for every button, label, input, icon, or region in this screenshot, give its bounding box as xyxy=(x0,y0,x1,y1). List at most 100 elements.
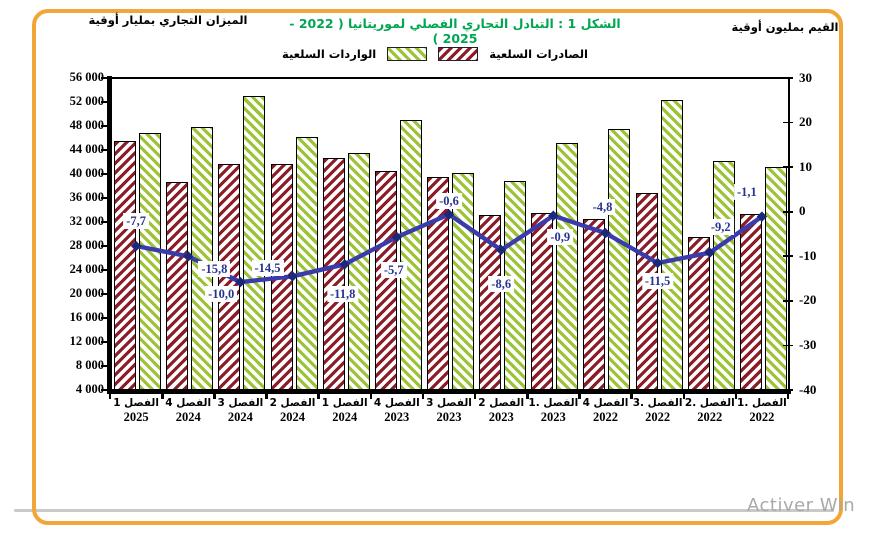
year-label: 2023 xyxy=(436,410,462,424)
balance-value-label: -8,6 xyxy=(488,276,515,292)
right-axis-tick xyxy=(783,300,793,302)
x-axis-tick xyxy=(578,392,581,399)
slide-drop-shadow xyxy=(14,509,834,512)
balance-value-label: -9,2 xyxy=(707,218,734,235)
right-axis-tick xyxy=(783,166,793,168)
quarter-label: الفصل 3 xyxy=(217,397,264,409)
left-axis-tick-label: 4 000 xyxy=(75,382,104,396)
left-axis-tick-label: 40 000 xyxy=(69,166,104,180)
windows-activation-watermark: Activer Win xyxy=(747,495,856,516)
right-axis-tick-label: 10 xyxy=(799,158,812,174)
x-axis-category-label: الفصل .2 2022 xyxy=(682,397,738,424)
left-axis-tick-label: 12 000 xyxy=(69,334,104,348)
year-label: 2023 xyxy=(488,410,514,424)
exports-bar xyxy=(583,219,606,390)
imports-swatch-icon xyxy=(387,47,428,61)
x-axis-tick xyxy=(213,392,216,399)
year-label: 2024 xyxy=(332,410,358,424)
quarter-label: الفصل .1 xyxy=(737,397,787,409)
left-axis-tick-label: 56 000 xyxy=(69,70,104,84)
left-axis-tick xyxy=(101,292,108,296)
x-axis-category-label: الفصل .3 2022 xyxy=(630,397,686,424)
x-axis-tick xyxy=(734,392,738,399)
left-axis-tick-label: 44 000 xyxy=(69,142,104,156)
imports-bar xyxy=(556,142,579,390)
line-marker-diamond xyxy=(652,257,663,269)
quarter-label: الفصل 4 xyxy=(165,397,212,409)
x-axis-category-label: الفصل .1 2022 xyxy=(734,397,790,424)
right-axis-tick-label: 0 xyxy=(799,203,806,219)
left-axis-tick-label: 8 000 xyxy=(75,358,104,372)
exports-bar xyxy=(114,141,136,390)
plot-frame-right xyxy=(787,78,790,390)
legend-imports-label: الواردات السلعية xyxy=(281,47,377,61)
x-axis-category-label: الفصل 1 2024 xyxy=(317,397,373,424)
x-axis-tick xyxy=(786,392,790,399)
line-marker-diamond xyxy=(287,271,298,282)
balance-value-label: -4,8 xyxy=(589,199,616,216)
quarter-label: الفصل 1 xyxy=(113,397,159,409)
year-label: 2022 xyxy=(593,410,618,424)
year-label: 2024 xyxy=(280,410,305,424)
left-axis-tick xyxy=(101,364,108,368)
x-axis-category-label: الفصل 4 2022 xyxy=(578,397,634,424)
exports-bar xyxy=(635,193,658,390)
balance-value-label: -5,7 xyxy=(380,262,407,279)
x-axis-category-label: الفصل .1 2023 xyxy=(525,397,581,424)
x-axis-category-label: الفصل 4 2023 xyxy=(369,397,425,424)
balance-value-label: -11,5 xyxy=(641,273,674,289)
x-axis-tick xyxy=(473,392,477,399)
left-axis-tick xyxy=(101,316,108,320)
quarter-label: الفصل 3 xyxy=(426,397,472,409)
left-axis-tick-label: 28 000 xyxy=(69,238,104,252)
right-axis-tick-label: -30 xyxy=(799,336,817,352)
exports-bar xyxy=(166,181,189,390)
exports-swatch-icon xyxy=(438,47,479,61)
year-label: 2022 xyxy=(749,410,775,424)
exports-bar xyxy=(374,171,397,390)
x-axis-tick xyxy=(317,392,320,399)
x-axis-category-label: الفصل 3 2023 xyxy=(421,397,477,424)
exports-bar xyxy=(479,215,502,390)
line-marker-diamond xyxy=(756,211,768,222)
x-axis-category-label: الفصل 4 2024 xyxy=(160,397,216,424)
left-axis-tick-label: 20 000 xyxy=(69,286,104,300)
left-axis-tick-label: 36 000 xyxy=(69,190,104,204)
right-axis-tick xyxy=(783,389,793,391)
x-axis-tick xyxy=(161,392,164,399)
x-axis-tick xyxy=(630,392,633,399)
x-axis-tick xyxy=(682,392,686,399)
imports-bar xyxy=(243,96,266,390)
x-axis-category-label: الفصل 2 2023 xyxy=(473,397,529,424)
left-axis-tick xyxy=(101,196,108,200)
left-axis-tick-label: 48 000 xyxy=(69,118,104,132)
x-axis-tick xyxy=(108,392,112,399)
x-axis-tick xyxy=(265,392,268,399)
left-axis-tick xyxy=(101,124,108,128)
imports-bar xyxy=(347,153,370,390)
chart-title: الشكل 1 : التبادل التجاري الفصلي لموريتا… xyxy=(289,16,621,46)
year-label: 2024 xyxy=(175,410,201,424)
left-axis-tick xyxy=(101,100,108,104)
balance-value-label: -15,8 xyxy=(198,261,231,278)
imports-bar xyxy=(764,166,787,390)
legend-exports-label: الصادرات السلعية xyxy=(489,47,588,61)
right-axis-tick-label: 30 xyxy=(799,69,812,85)
year-label: 2025 xyxy=(123,410,149,424)
right-axis-tick xyxy=(783,255,793,258)
line-marker-diamond xyxy=(443,209,455,220)
year-label: 2022 xyxy=(697,410,723,424)
year-label: 2022 xyxy=(645,410,671,424)
exports-bar xyxy=(322,157,345,390)
imports-bar xyxy=(712,160,735,390)
quarter-label: الفصل 2 xyxy=(478,397,525,409)
year-label: 2023 xyxy=(384,410,410,424)
balance-value-label: -0,6 xyxy=(436,193,462,210)
bottom-axis-line xyxy=(107,389,791,394)
balance-value-label: -14,5 xyxy=(251,260,284,277)
trade-balance-line xyxy=(130,209,768,288)
exports-bar xyxy=(687,237,710,390)
balance-value-label: -1,1 xyxy=(733,183,760,200)
left-axis-tick xyxy=(101,244,108,248)
imports-bar xyxy=(139,133,161,390)
